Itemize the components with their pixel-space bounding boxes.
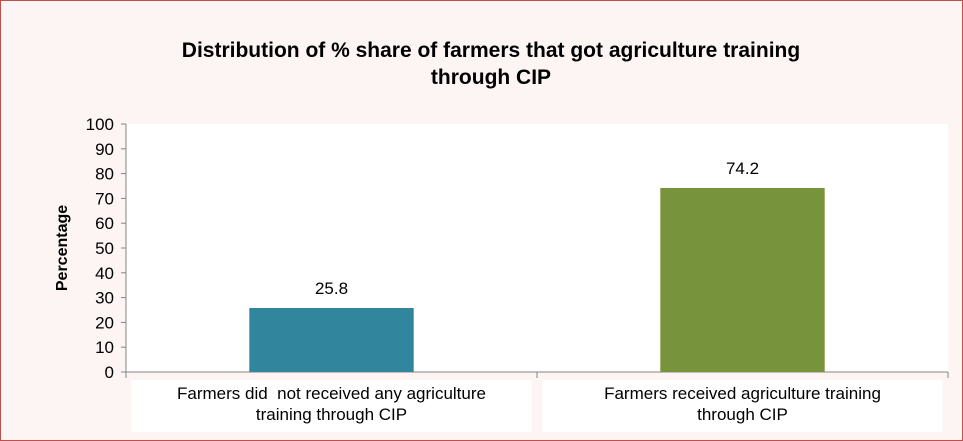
chart-title: Distribution of % share of farmers that … [61,37,921,91]
y-tick-label: 80 [95,165,114,184]
bar-2 [660,187,825,372]
y-axis-title: Percentage [54,205,71,291]
category-label-box-2 [542,380,943,432]
y-tick-label: 100 [86,115,114,134]
y-tick-label: 0 [105,363,114,382]
data-label-1: 25.8 [315,279,348,298]
y-tick-label: 90 [95,140,114,159]
category-label-box-1 [131,380,532,432]
chart-title-line-2: through CIP [430,66,552,89]
bar-1 [249,308,414,372]
y-tick-label: 50 [95,239,114,258]
category-label-2-line-1: Farmers received agriculture training [604,384,881,403]
data-label-2: 74.2 [726,159,759,178]
y-tick-label: 30 [95,289,114,308]
category-label-1-line-2: training through CIP [256,405,407,424]
y-tick-label: 10 [95,338,114,357]
category-label-2-line-2: through CIP [697,405,788,424]
category-label-1-line-1: Farmers did not received any agriculture [177,384,486,403]
chart-title-line-1: Distribution of % share of farmers that … [181,39,801,62]
y-tick-label: 40 [95,264,114,283]
y-tick-label: 20 [95,313,114,332]
y-tick-label: 70 [95,189,114,208]
y-tick-label: 60 [95,214,114,233]
